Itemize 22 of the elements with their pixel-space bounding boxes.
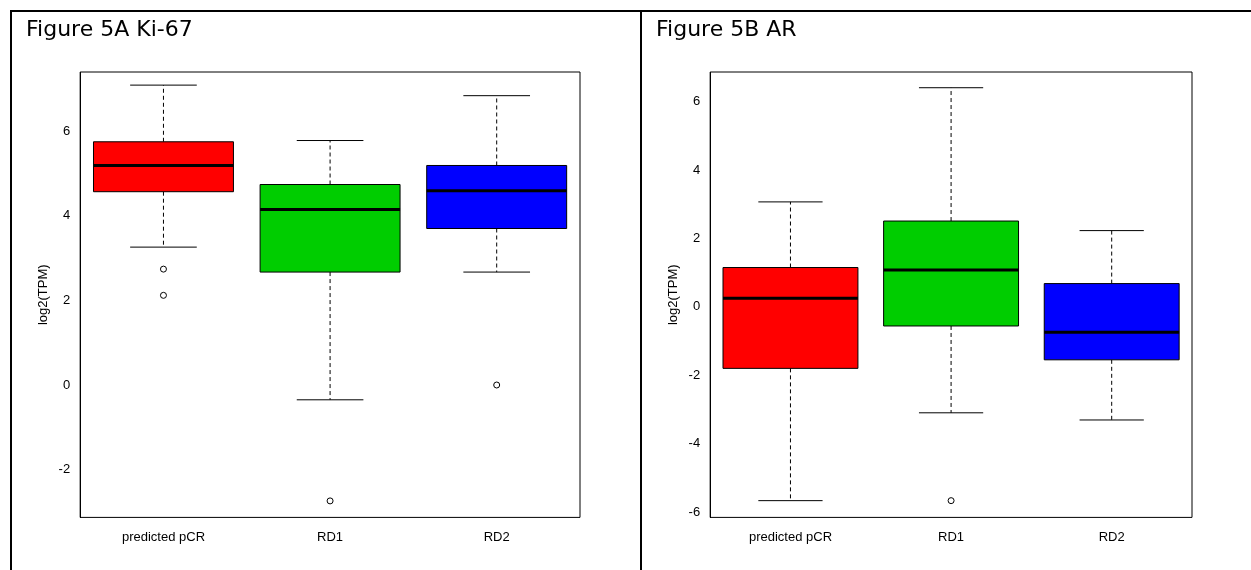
y-tick-label: 2 (692, 230, 701, 246)
y-tick-label: 6 (62, 122, 71, 138)
x-tick-label: RD1 (317, 528, 344, 544)
x-tick-label: RD1 (938, 528, 965, 544)
chart-title: Figure 5B AR (656, 16, 797, 41)
y-tick-label: 0 (62, 376, 71, 392)
y-tick-label: 4 (62, 207, 71, 223)
x-tick-label: predicted pCR (121, 528, 206, 544)
y-axis-title: log2(TPM) (35, 264, 51, 326)
y-tick-label: 4 (692, 161, 701, 177)
x-tick-label: RD2 (483, 528, 510, 544)
chart-title: Figure 5A Ki-67 (26, 16, 193, 41)
x-tick-label: predicted pCR (748, 528, 833, 544)
y-tick-label: 0 (692, 298, 701, 314)
y-tick-label: 6 (692, 93, 701, 109)
y-tick-label: -2 (688, 366, 701, 382)
x-tick-label: RD2 (1098, 528, 1125, 544)
y-tick-label: 2 (62, 291, 71, 307)
y-tick-label: -6 (688, 503, 701, 519)
y-tick-label: -4 (688, 435, 701, 451)
y-axis-title: log2(TPM) (665, 264, 681, 326)
y-tick-label: -2 (58, 461, 71, 477)
